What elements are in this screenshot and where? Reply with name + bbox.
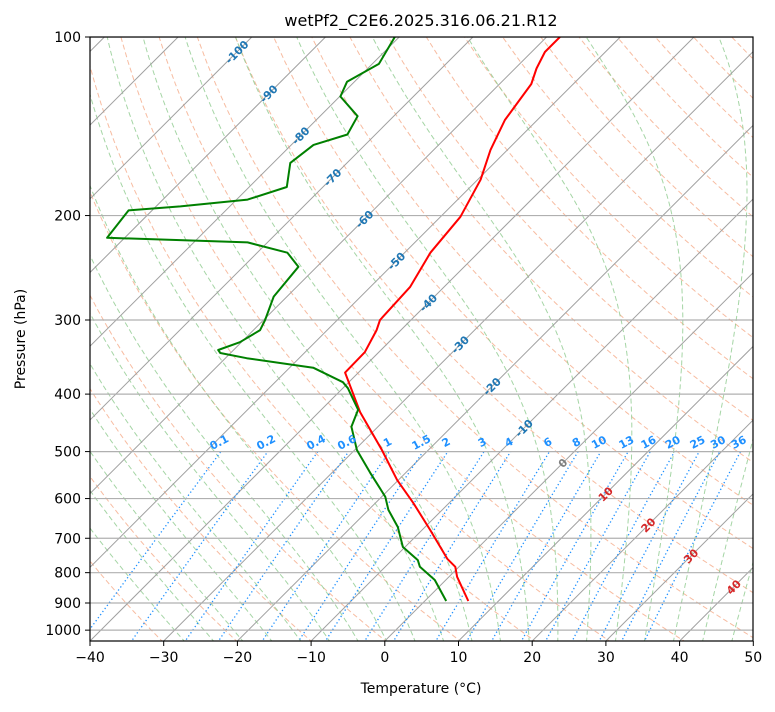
x-tick-label: −20	[223, 650, 253, 666]
x-tick-label: −40	[75, 650, 105, 666]
chart-title: wetPf2_C2E6.2025.316.06.21.R12	[284, 11, 557, 31]
y-tick-label: 300	[54, 313, 81, 329]
y-tick-label: 900	[54, 596, 81, 612]
y-axis-label: Pressure (hPa)	[13, 289, 29, 389]
x-tick-label: −10	[296, 650, 326, 666]
y-tick-label: 800	[54, 566, 81, 582]
y-tick-label: 600	[54, 492, 81, 508]
x-tick-label: 10	[450, 650, 468, 666]
x-axis-label: Temperature (°C)	[360, 681, 482, 697]
y-tick-label: 700	[54, 531, 81, 547]
y-tick-label: 200	[54, 209, 81, 225]
x-tick-label: 0	[380, 650, 389, 666]
x-tick-label: 30	[597, 650, 615, 666]
x-tick-label: 40	[671, 650, 689, 666]
y-tick-label: 400	[54, 387, 81, 403]
y-tick-label: 1000	[45, 623, 81, 639]
y-tick-label: 500	[54, 445, 81, 461]
y-tick-label: 100	[54, 30, 81, 46]
x-tick-label: −30	[149, 650, 179, 666]
x-tick-label: 50	[744, 650, 762, 666]
x-tick-label: 20	[523, 650, 541, 666]
